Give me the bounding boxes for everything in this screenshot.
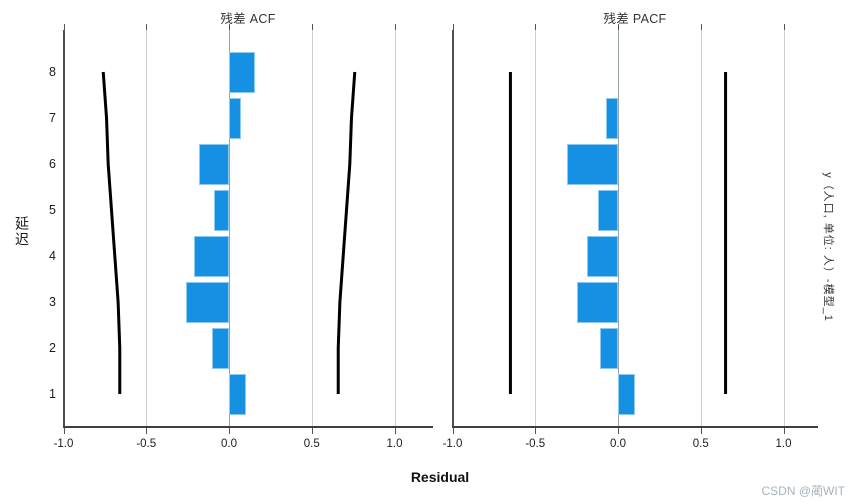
acf-top-tick [229, 24, 230, 30]
acf-x-tick-label: -0.5 [136, 438, 157, 450]
acf-left-frame [63, 30, 65, 427]
y-tick-label-2: 2 [49, 341, 56, 355]
pacf-top-tick [452, 24, 454, 30]
acf-x-tick-label: -1.0 [53, 438, 74, 450]
acf-gridline-0 [229, 30, 230, 427]
acf-bottom-tick [229, 428, 230, 434]
model-series-label: y（人口, 单位: 人）-模型_1 [822, 172, 834, 322]
acf-x-tick-label: 1.0 [386, 438, 403, 450]
pacf-gridline-0 [618, 30, 619, 427]
acf-panel-title: 残差 ACF [220, 12, 276, 26]
acf-top-tick [394, 24, 396, 30]
pacf-bar-lag-3 [576, 281, 618, 323]
pacf-x-tick-label: 1.0 [775, 438, 792, 450]
pacf-bottom-tick [700, 428, 702, 434]
pacf-bar-lag-2 [599, 327, 618, 369]
acf-confidence-line-upper [336, 71, 357, 394]
watermark: CSDN @蔺WIT [761, 484, 845, 498]
pacf-gridline--0.5 [535, 30, 537, 427]
acf-bottom-tick [63, 428, 65, 434]
pacf-x-tick-label: -0.5 [525, 438, 546, 450]
acf-bar-lag-7 [229, 97, 241, 139]
pacf-confidence-limits [508, 72, 728, 394]
acf-bar-lag-4 [194, 235, 229, 277]
pacf-x-tick-label: 0.5 [692, 438, 709, 450]
y-tick-label-5: 5 [49, 203, 56, 217]
acf-confidence-limits [101, 71, 357, 394]
pacf-top-tick [783, 24, 785, 30]
y-tick-label-3: 3 [49, 295, 56, 309]
acf-gridline-1 [394, 30, 396, 427]
acf-top-tick [311, 24, 313, 30]
pacf-bottom-tick [452, 428, 454, 434]
y-tick-label-6: 6 [49, 157, 56, 171]
acf-bar-lag-6 [199, 143, 229, 185]
pacf-x-tick-label: 0.0 [610, 438, 626, 450]
acf-confidence-line-lower [101, 71, 122, 394]
pacf-top-tick [700, 24, 702, 30]
y-tick-label-7: 7 [49, 111, 56, 125]
acf-bar-lag-2 [212, 327, 229, 369]
acf-bottom-axis [63, 426, 433, 428]
pacf-bar-lag-7 [606, 97, 618, 139]
acf-top-tick [146, 24, 148, 30]
acf-bar-lag-8 [229, 51, 256, 93]
pacf-bottom-tick [783, 428, 785, 434]
y-tick-label-4: 4 [49, 249, 56, 263]
y-tick-label-1: 1 [49, 387, 56, 401]
acf-top-tick [63, 24, 65, 30]
x-axis-title: Residual [410, 469, 470, 485]
acf-bottom-tick [311, 428, 313, 434]
pacf-bar-lag-6 [566, 143, 618, 185]
pacf-bar-lag-1 [618, 373, 635, 415]
pacf-bar-lag-4 [586, 235, 618, 277]
y-axis-title: 延迟 [14, 216, 30, 248]
pacf-top-tick [618, 24, 619, 30]
acf-bottom-tick [394, 428, 396, 434]
pacf-gridline-1 [783, 30, 785, 427]
acf-x-tick-label: 0.5 [303, 438, 320, 450]
pacf-left-frame [452, 30, 454, 427]
pacf-panel-title: 残差 PACF [603, 12, 667, 26]
acf-x-tick-label: 0.0 [221, 438, 237, 450]
acf-bar-lag-1 [229, 373, 246, 415]
pacf-x-tick-label: -1.0 [442, 438, 463, 450]
pacf-bottom-tick [535, 428, 537, 434]
acf-bar-lag-3 [185, 281, 229, 323]
acf-bar-lag-5 [214, 189, 229, 231]
acf-bottom-tick [146, 428, 148, 434]
pacf-top-tick [535, 24, 537, 30]
acf-gridline--0.5 [146, 30, 148, 427]
y-tick-label-8: 8 [49, 65, 56, 79]
pacf-bar-lag-5 [598, 189, 618, 231]
pacf-gridline-0.5 [700, 30, 702, 427]
pacf-bottom-tick [618, 428, 619, 434]
acf-gridline-0.5 [311, 30, 313, 427]
pacf-bottom-axis [452, 426, 818, 428]
